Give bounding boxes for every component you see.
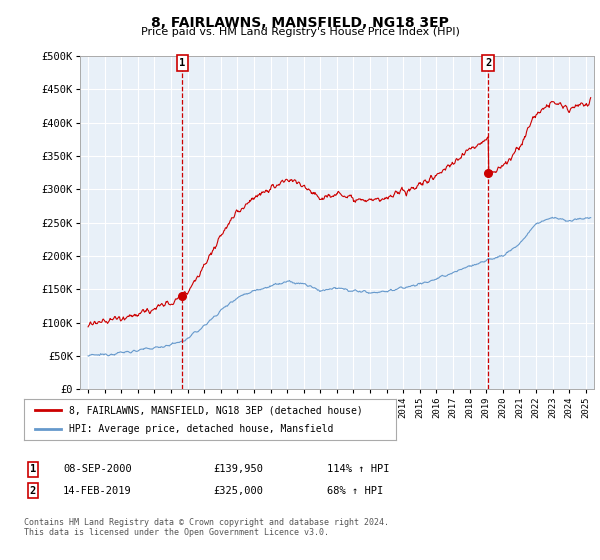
Text: 68% ↑ HPI: 68% ↑ HPI xyxy=(327,486,383,496)
Text: 2: 2 xyxy=(485,58,491,68)
Text: 8, FAIRLAWNS, MANSFIELD, NG18 3EP: 8, FAIRLAWNS, MANSFIELD, NG18 3EP xyxy=(151,16,449,30)
Text: 2: 2 xyxy=(30,486,36,496)
Text: £325,000: £325,000 xyxy=(213,486,263,496)
Text: 1: 1 xyxy=(30,464,36,474)
Text: Contains HM Land Registry data © Crown copyright and database right 2024.
This d: Contains HM Land Registry data © Crown c… xyxy=(24,518,389,538)
Text: 08-SEP-2000: 08-SEP-2000 xyxy=(63,464,132,474)
Text: 114% ↑ HPI: 114% ↑ HPI xyxy=(327,464,389,474)
Text: £139,950: £139,950 xyxy=(213,464,263,474)
Text: 8, FAIRLAWNS, MANSFIELD, NG18 3EP (detached house): 8, FAIRLAWNS, MANSFIELD, NG18 3EP (detac… xyxy=(68,405,362,415)
Text: Price paid vs. HM Land Registry's House Price Index (HPI): Price paid vs. HM Land Registry's House … xyxy=(140,27,460,37)
Text: HPI: Average price, detached house, Mansfield: HPI: Average price, detached house, Mans… xyxy=(68,424,333,433)
Text: 14-FEB-2019: 14-FEB-2019 xyxy=(63,486,132,496)
Text: 1: 1 xyxy=(179,58,185,68)
